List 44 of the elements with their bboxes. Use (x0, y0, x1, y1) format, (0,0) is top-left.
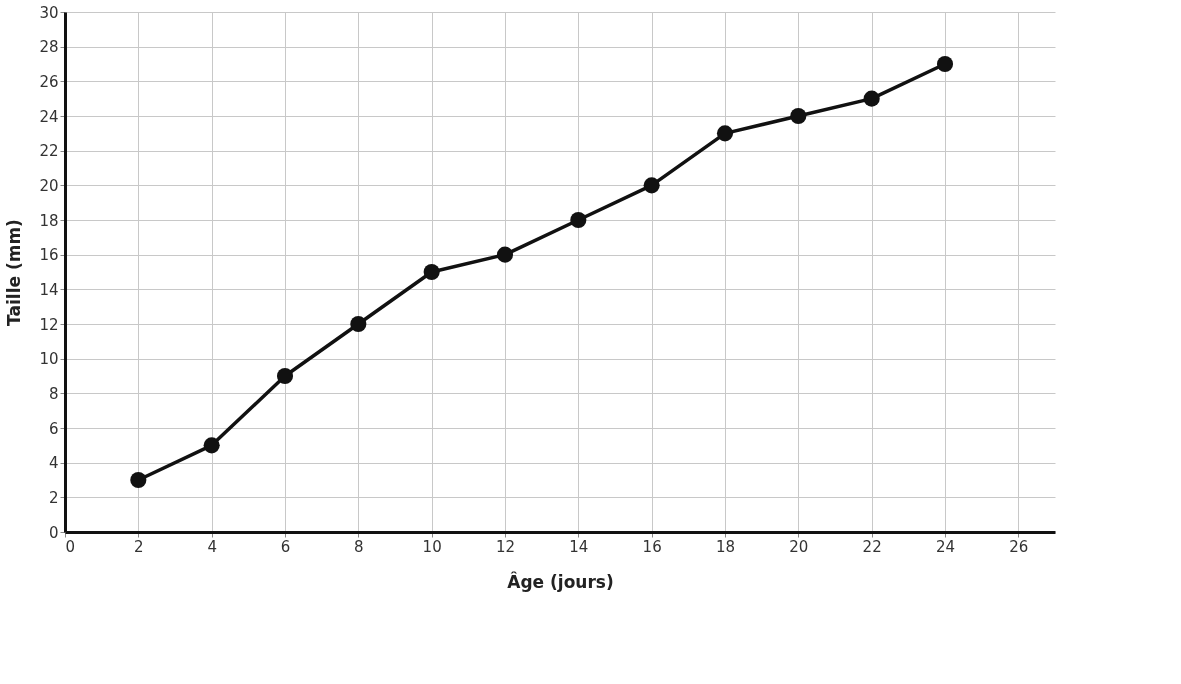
y-tick-label: 8 (48, 384, 59, 403)
y-tick-label: 22 (39, 142, 59, 161)
y-tick-label: 4 (48, 454, 59, 473)
y-tick-label: 2 (48, 488, 59, 507)
y-tick-label: 16 (39, 246, 59, 265)
y-tick-label: 30 (39, 3, 59, 22)
x-tick-label: 0 (65, 537, 76, 556)
x-tick-label: 8 (354, 537, 364, 556)
y-tick-label: 26 (39, 72, 59, 91)
y-tick-label: 6 (48, 419, 59, 438)
point (350, 315, 367, 333)
point (863, 90, 880, 107)
x-tick-label: 24 (935, 537, 956, 556)
point (423, 263, 440, 281)
x-tick-label: 6 (280, 537, 291, 556)
y-axis-title: Taille (mm) (4, 219, 25, 326)
point (276, 367, 294, 385)
y-tick-label: 20 (39, 176, 59, 195)
point (130, 471, 147, 489)
x-tick-label: 16 (642, 537, 662, 556)
point (203, 437, 220, 454)
x-tick-label: 10 (422, 537, 442, 556)
x-tick-label: 4 (207, 537, 217, 556)
x-tick-label: 14 (569, 537, 589, 556)
x-tick-label: 26 (1009, 537, 1029, 556)
y-tick-label: 0 (48, 523, 59, 542)
x-axis-title: Âge (jours) (507, 570, 614, 592)
x-tick-label: 22 (862, 537, 882, 556)
point (496, 246, 514, 263)
y-tick-label: 10 (39, 350, 59, 369)
point (936, 55, 954, 73)
point (570, 211, 587, 229)
x-tick-label: 2 (134, 537, 144, 556)
y-tick-label: 14 (39, 280, 59, 299)
y-tick-label: 18 (39, 211, 59, 230)
y-tick-label: 28 (39, 38, 59, 57)
point (643, 177, 660, 194)
point (716, 125, 734, 142)
x-tick-label: 12 (495, 537, 516, 556)
point (790, 107, 807, 125)
y-tick-label: 12 (39, 315, 59, 334)
x-tick-label: 20 (789, 537, 809, 556)
y-tick-label: 24 (39, 107, 59, 126)
x-tick-label: 18 (715, 537, 736, 556)
